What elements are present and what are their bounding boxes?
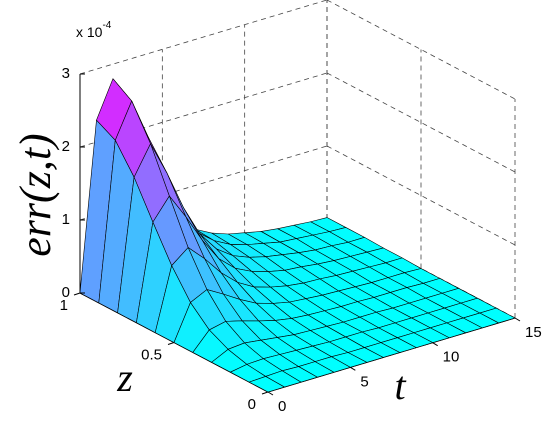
tick-mark <box>267 391 274 396</box>
t-tick-label: 0 <box>278 398 286 415</box>
multiplier-exponent: -4 <box>102 20 111 31</box>
tick-mark <box>350 366 356 371</box>
tick-mark <box>261 391 269 395</box>
surface-patch <box>248 376 285 393</box>
z-tick-label: 0.5 <box>141 346 162 363</box>
tick-mark <box>514 317 521 322</box>
tick-mark <box>432 342 438 347</box>
grid-line <box>79 0 328 75</box>
axis-multiplier: x 10-4 <box>76 20 112 40</box>
multiplier-base: x 10 <box>76 24 103 40</box>
z-tick-label: 1 <box>60 297 68 314</box>
tick-mark <box>167 342 175 345</box>
v-axis-label: err(z,t) <box>11 133 60 256</box>
t-tick-label: 10 <box>443 349 460 366</box>
v-tick-label: 2 <box>62 138 70 155</box>
z-axis-label: z <box>116 355 133 400</box>
v-tick-label: 1 <box>62 211 70 228</box>
v-tick-label: 0 <box>62 284 70 301</box>
tick-mark <box>73 292 81 296</box>
grid-line <box>79 72 328 148</box>
t-tick-label: 5 <box>360 373 368 390</box>
v-tick-label: 3 <box>62 65 70 82</box>
t-axis-label: t <box>394 363 406 408</box>
t-tick-label: 15 <box>525 324 542 341</box>
z-tick-label: 0 <box>248 396 256 413</box>
grid-line <box>79 145 328 221</box>
